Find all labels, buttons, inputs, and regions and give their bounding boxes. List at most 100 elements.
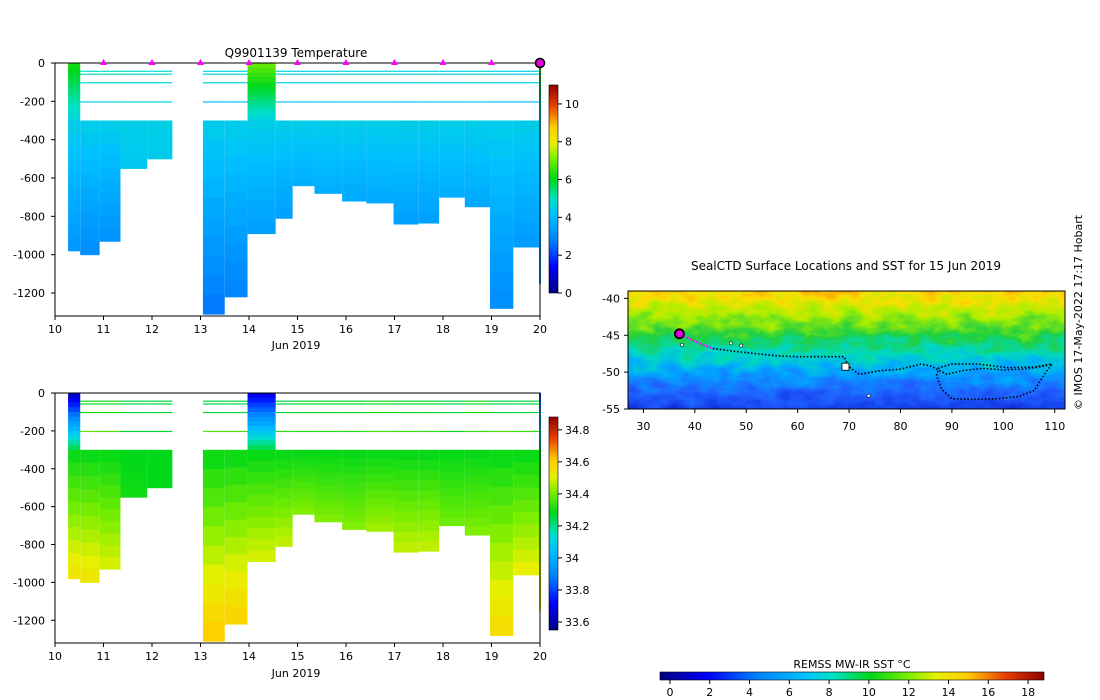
salinity-depth-cell xyxy=(366,498,394,508)
map-x-tick-label: 60 xyxy=(791,420,805,433)
salinity-upper-cell xyxy=(247,445,276,451)
salinity-depth-cell xyxy=(247,460,276,473)
temperature-upper-cell xyxy=(247,86,276,93)
salinity-depth-cell xyxy=(120,464,148,470)
temperature-depth-cell xyxy=(314,156,343,165)
temperature-depth-cell xyxy=(224,261,248,280)
temperature-thin-line xyxy=(80,73,100,75)
salinity-cb-tick-label: 34 xyxy=(565,552,579,565)
salinity-depth-cell xyxy=(418,530,440,542)
salinity-y-tick-label: -200 xyxy=(20,425,45,438)
temperature-depth-cell xyxy=(202,120,225,141)
salinity-thin-line xyxy=(490,411,514,414)
salinity-thin-line xyxy=(99,411,121,414)
temperature-thin-line xyxy=(490,82,514,84)
salinity-x-tick-label: 20 xyxy=(533,650,547,663)
salinity-depth-cell xyxy=(464,483,491,493)
salinity-depth-cell xyxy=(393,490,419,502)
temperature-depth-cell xyxy=(393,151,419,163)
temperature-thin-line xyxy=(314,101,343,103)
map-y-tick-label: -45 xyxy=(602,329,620,342)
temperature-depth-cell xyxy=(439,120,465,129)
temperature-depth-cell xyxy=(513,120,540,134)
temperature-depth-cell xyxy=(202,256,225,276)
temperature-thin-line xyxy=(80,82,100,84)
salinity-depth-cell xyxy=(99,449,121,463)
salinity-depth-cell xyxy=(490,449,514,469)
salinity-depth-cell xyxy=(147,480,173,485)
salinity-thin-line xyxy=(314,400,343,402)
temperature-depth-cell xyxy=(147,132,173,137)
salinity-thin-line xyxy=(393,400,419,402)
salinity-depth-cell xyxy=(513,524,540,538)
salinity-thin-line xyxy=(464,400,491,402)
salinity-x-tick-label: 15 xyxy=(291,650,305,663)
temperature-profile xyxy=(418,70,440,224)
temperature-depth-cell xyxy=(120,134,148,141)
temperature-depth-cell xyxy=(490,251,514,272)
temperature-depth-cell xyxy=(147,128,173,133)
salinity-depth-cell xyxy=(147,453,173,458)
salinity-depth-cell xyxy=(342,505,367,514)
sst-cb-tick-label: 2 xyxy=(706,686,713,699)
salinity-depth-cell xyxy=(275,498,293,509)
recent-track-line xyxy=(680,333,714,350)
salinity-thin-line xyxy=(292,430,315,433)
temperature-profile xyxy=(99,70,121,242)
temperature-x-tick-label: 20 xyxy=(533,323,547,336)
salinity-profile xyxy=(99,400,121,570)
salinity-depth-cell xyxy=(247,505,276,518)
temperature-upper-cell xyxy=(247,63,276,69)
sst-cb-tick-label: 8 xyxy=(826,686,833,699)
profile-marker xyxy=(342,59,350,65)
temperature-colorbar-ticks: 0 2 4 6 8 10 xyxy=(558,98,579,300)
sst-colorbar-ticks: 0 2 4 6 8 10 12 14 16 18 xyxy=(666,680,1035,699)
temperature-upper-cell xyxy=(68,106,81,112)
salinity-depth-cell xyxy=(292,507,315,515)
salinity-depth-cell xyxy=(314,493,343,501)
temperature-depth-cell xyxy=(99,168,121,182)
salinity-depth-cell xyxy=(418,459,440,471)
salinity-depth-cell xyxy=(80,463,100,477)
salinity-thin-line xyxy=(418,411,440,414)
temperature-depth-cell xyxy=(80,241,100,256)
temperature-upper-cell xyxy=(68,101,81,107)
salinity-depth-cell xyxy=(68,565,81,580)
temperature-profiles xyxy=(68,63,541,315)
salinity-thin-line xyxy=(439,403,465,405)
salinity-depth-cell xyxy=(513,462,540,476)
sst-cb-tick-label: 0 xyxy=(666,686,673,699)
temperature-thin-line xyxy=(418,73,440,75)
temperature-depth-cell xyxy=(439,143,465,152)
temperature-depth-cell xyxy=(490,120,514,140)
temperature-depth-cell xyxy=(80,214,100,229)
temperature-thin-line xyxy=(464,82,491,84)
temperature-thin-line xyxy=(393,70,419,72)
salinity-thin-line xyxy=(314,403,343,405)
surface-location-point xyxy=(739,343,744,348)
salinity-depth-cell xyxy=(147,457,173,462)
salinity-x-tick-label: 19 xyxy=(485,650,499,663)
salinity-y-tick-label: -1200 xyxy=(13,614,45,627)
salinity-profile xyxy=(418,400,440,552)
temperature-depth-cell xyxy=(202,294,225,315)
salinity-depth-cell xyxy=(68,539,81,554)
temperature-thin-line xyxy=(366,101,394,103)
temperature-depth-cell xyxy=(314,178,343,187)
temperature-depth-cell xyxy=(120,163,148,169)
temperature-depth-cell xyxy=(513,171,540,185)
salinity-thin-line xyxy=(275,400,293,402)
temperature-depth-cell xyxy=(366,136,394,146)
temperature-depth-cell xyxy=(342,152,367,162)
salinity-depth-cell xyxy=(292,462,315,470)
salinity-depth-cell xyxy=(99,545,121,558)
temperature-upper-cell xyxy=(68,82,81,88)
salinity-depth-cell xyxy=(418,541,440,552)
temperature-thin-line xyxy=(80,70,100,72)
temperature-depth-cell xyxy=(490,214,514,234)
salinity-depth-cell xyxy=(247,449,276,462)
salinity-y-tick-label: -600 xyxy=(20,501,45,514)
salinity-depth-cell xyxy=(366,523,394,532)
profile-marker xyxy=(488,59,495,65)
salinity-cb-tick-label: 34.2 xyxy=(565,520,590,533)
